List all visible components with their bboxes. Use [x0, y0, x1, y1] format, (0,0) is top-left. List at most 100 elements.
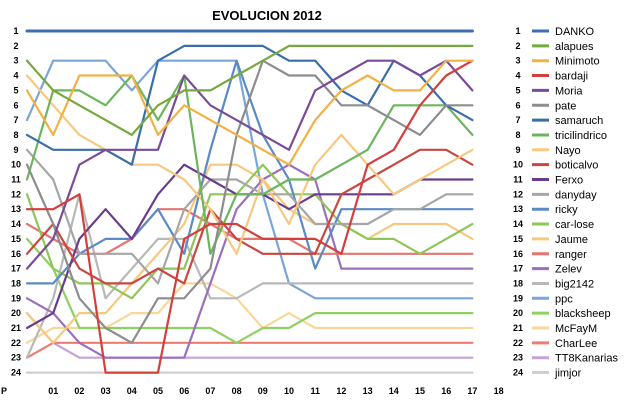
y-tick-right: 10 [513, 160, 523, 170]
y-tick-left: 16 [11, 249, 21, 259]
y-tick-right: 13 [513, 204, 523, 214]
y-tick-right: 1 [515, 26, 520, 36]
y-tick-right: 17 [513, 264, 523, 274]
x-tick: 08 [232, 386, 242, 396]
series-line-tricilindrico [25, 74, 474, 255]
y-tick-left: 2 [13, 41, 18, 51]
y-tick-left: 7 [13, 115, 18, 125]
y-tick-left: 5 [13, 85, 18, 95]
y-tick-right: 7 [515, 115, 520, 125]
x-tick: 02 [74, 386, 84, 396]
y-tick-left: 6 [13, 100, 18, 110]
y-tick-left: 8 [13, 130, 18, 140]
x-tick: 01 [48, 386, 58, 396]
y-tick-right: 18 [513, 278, 523, 288]
series-line-alapues [25, 44, 474, 136]
y-tick-right: 6 [515, 100, 520, 110]
legend-label-alapues: alapues [555, 41, 594, 53]
y-tick-left: 1 [13, 26, 18, 36]
x-tick: 10 [284, 386, 294, 396]
y-tick-left: 22 [11, 338, 21, 348]
y-tick-left: 15 [11, 234, 21, 244]
y-tick-left: 12 [11, 189, 21, 199]
series-line-tt8kanarias [25, 312, 474, 359]
y-tick-right: 14 [513, 219, 523, 229]
y-tick-left: 23 [11, 353, 21, 363]
y-tick-right: 12 [513, 189, 523, 199]
legend-label-blacksheep: blacksheep [555, 308, 611, 320]
legend-label-jimjor: jimjor [554, 368, 582, 380]
y-tick-left: 24 [11, 368, 21, 378]
x-tick: P [1, 386, 7, 396]
legend-label-ferxo: Ferxo [555, 175, 583, 187]
y-tick-left: 3 [13, 56, 18, 66]
y-tick-right: 16 [513, 249, 523, 259]
legend: DANKO alapues Minimoto bardaji Moria pate sama… [532, 26, 618, 380]
y-tick-left: 10 [11, 160, 21, 170]
legend-label-moria: Moria [555, 85, 583, 97]
legend-label-mcfaym: McFayM [555, 323, 597, 335]
legend-label-boticalvo: boticalvo [555, 160, 598, 172]
chart-title: EVOLUCION 2012 [212, 8, 322, 23]
x-axis: P 01 02 03 04 05 06 07 08 09 10 11 12 13 14 15 16 17 18 [1, 386, 504, 396]
y-tick-right: 11 [513, 175, 523, 185]
x-tick: 06 [179, 386, 189, 396]
x-tick: 05 [153, 386, 163, 396]
y-tick-left: 17 [11, 264, 21, 274]
series-line-nayo [25, 74, 474, 255]
y-tick-left: 11 [11, 175, 21, 185]
legend-label-pate: pate [555, 100, 576, 112]
legend-label-tt8kanarias: TT8Kanarias [555, 353, 618, 365]
y-tick-left: 4 [13, 71, 18, 81]
series-line-danyday [25, 148, 474, 285]
series-line-minimoto [25, 59, 474, 166]
legend-label-ranger: ranger [555, 249, 587, 261]
y-tick-right: 20 [513, 308, 523, 318]
legend-label-tricilindrico: tricilindrico [555, 130, 607, 142]
y-tick-right: 19 [513, 293, 523, 303]
series-line-bardaji [25, 59, 474, 374]
legend-label-bardaji: bardaji [555, 71, 588, 83]
x-tick: 09 [258, 386, 268, 396]
legend-label-jaume: Jaume [555, 234, 588, 246]
y-tick-right: 9 [515, 145, 520, 155]
y-tick-right: 4 [515, 71, 520, 81]
y-tick-right: 8 [515, 130, 520, 140]
legend-label-minimoto: Minimoto [555, 56, 600, 68]
series-lines [25, 29, 474, 374]
x-tick: 12 [336, 386, 346, 396]
x-tick: 11 [310, 386, 320, 396]
x-tick: 16 [441, 386, 451, 396]
legend-label-danyday: danyday [555, 189, 597, 201]
y-tick-left: 18 [11, 278, 21, 288]
y-tick-right: 15 [513, 234, 523, 244]
series-line-car-lose [25, 163, 474, 300]
legend-label-ricky: ricky [555, 204, 578, 216]
legend-label-samaruch: samaruch [555, 115, 603, 127]
y-tick-right: 23 [513, 353, 523, 363]
x-tick: 04 [127, 386, 137, 396]
x-tick: 18 [494, 386, 504, 396]
y-tick-left: 9 [13, 145, 18, 155]
y-tick-left: 21 [11, 323, 21, 333]
legend-label-big2142: big2142 [555, 278, 594, 290]
x-tick: 17 [467, 386, 477, 396]
series-line-jaume [25, 163, 474, 344]
y-tick-right: 24 [513, 368, 523, 378]
y-tick-right: 21 [513, 323, 523, 333]
y-tick-left: 19 [11, 293, 21, 303]
y-tick-right: 5 [515, 85, 520, 95]
series-line-moria [25, 59, 474, 270]
legend-label-car-lose: car-lose [555, 219, 594, 231]
y-tick-right: 3 [515, 56, 520, 66]
x-tick: 15 [415, 386, 425, 396]
x-tick: 03 [101, 386, 111, 396]
legend-label-charlee: CharLee [555, 338, 597, 350]
y-tick-left: 20 [11, 308, 21, 318]
series-line-boticalvo [25, 148, 474, 285]
legend-label-zelev: Zelev [555, 264, 582, 276]
x-tick: 13 [363, 386, 373, 396]
